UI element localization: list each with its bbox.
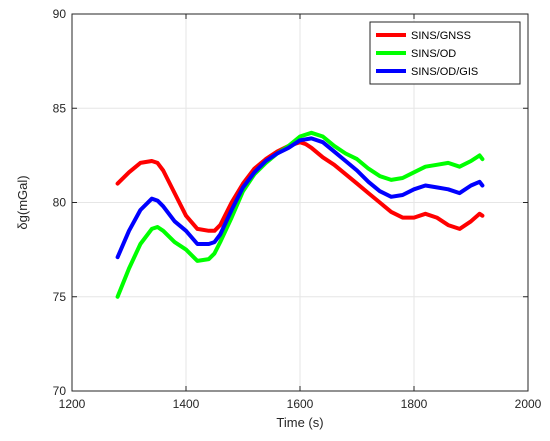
x-tick-label: 1600 [287,397,314,411]
x-axis-title: Time (s) [276,415,323,430]
y-tick-label: 70 [53,384,67,398]
x-tick-label: 1800 [401,397,428,411]
y-tick-label: 75 [53,290,67,304]
y-tick-label: 85 [53,101,67,115]
axis-ticks: 1200 1400 1600 1800 2000 70 75 80 85 90 [53,7,542,411]
legend: SINS/GNSS SINS/OD SINS/OD/GIS [369,21,521,85]
legend-entry-label: SINS/OD [411,48,456,60]
series-line-3 [115,136,485,260]
series-line-2 [115,130,485,299]
y-tick-label: 80 [53,196,67,210]
legend-entry-label: SINS/OD/GIS [411,66,478,78]
x-tick-label: 1200 [59,397,86,411]
x-tick-label: 1400 [173,397,200,411]
legend-entry-label: SINS/GNSS [411,30,471,42]
x-tick-label: 2000 [515,397,542,411]
y-axis-title: δg(mGal) [15,175,30,229]
series-layer [115,130,485,299]
y-tick-label: 90 [53,7,67,21]
